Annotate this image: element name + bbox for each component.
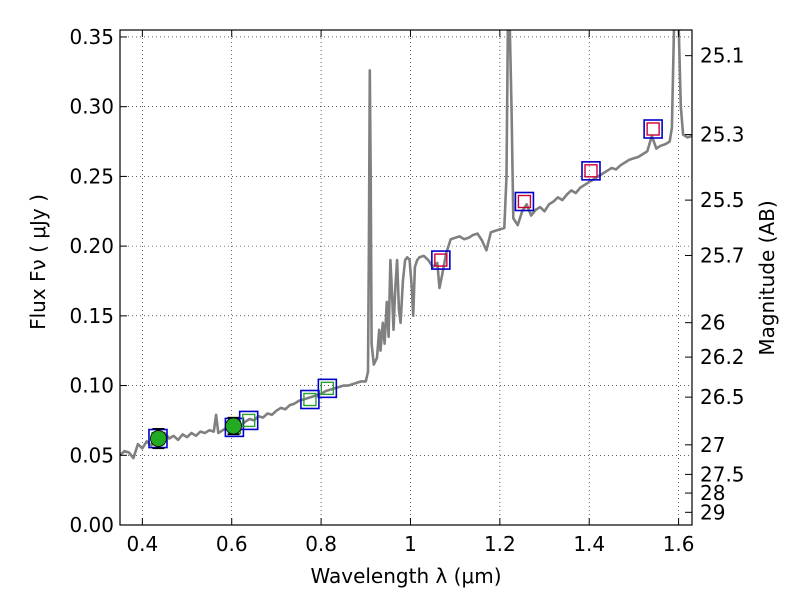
- model-box: [320, 381, 335, 396]
- model-box: [434, 253, 448, 267]
- y-tick-label: 0.30: [69, 95, 114, 119]
- photometry-point: [643, 119, 663, 139]
- photometry-point: [317, 378, 338, 399]
- y-tick-label: 0.15: [69, 304, 114, 328]
- y-tick-label: 0.05: [69, 443, 114, 467]
- photometry-box: [317, 378, 338, 399]
- photometry-box: [514, 191, 535, 212]
- y2-tick-label: 26.5: [700, 385, 745, 409]
- y-tick-label: 0.00: [69, 513, 114, 537]
- photometry-box: [643, 119, 663, 139]
- y-tick-label: 0.25: [69, 164, 114, 188]
- x-tick-label: 0.6: [216, 532, 248, 556]
- y-tick-label: 0.20: [69, 234, 114, 258]
- y2-axis-label: Magnitude (AB): [755, 200, 779, 355]
- y2-tick-label: 25.5: [700, 188, 745, 212]
- measured-dot: [225, 417, 242, 435]
- measured-point: [150, 427, 167, 450]
- x-tick-label: 1.2: [484, 532, 516, 556]
- photometry-point: [300, 389, 320, 410]
- x-tick-label: 1: [404, 532, 417, 556]
- y2-tick-label: 27.5: [700, 462, 745, 486]
- plot-frame: [119, 29, 693, 526]
- y-axis-label: Flux Fν ( μJy ): [26, 194, 50, 330]
- y2-tick-label: 26.2: [700, 345, 745, 369]
- y2-tick-label: 27: [700, 433, 725, 457]
- points-layer: [148, 119, 663, 450]
- x-tick-label: 0.4: [126, 532, 158, 556]
- y2-tick-label: 26: [700, 311, 725, 335]
- y2-tick-label: 28: [700, 481, 725, 505]
- y2-tick-label: 25.7: [700, 243, 745, 267]
- model-box: [584, 164, 598, 178]
- ticks-layer: 0.4 0.6 0.8 1 1.2 1.4 1.6 0.00 0.05 0.10 0.15 0.20 0…: [69, 25, 744, 556]
- y2-tick-label: 25.1: [700, 44, 745, 68]
- x-tick-label: 0.8: [305, 532, 337, 556]
- y-tick-label: 0.35: [69, 25, 114, 49]
- model-box: [241, 413, 256, 428]
- photometry-box: [300, 389, 320, 410]
- x-tick-label: 1.6: [663, 532, 695, 556]
- photometry-point: [514, 191, 535, 212]
- photometry-point: [431, 250, 451, 270]
- x-axis-label: Wavelength λ (μm): [310, 564, 501, 588]
- model-box: [517, 194, 532, 209]
- photometry-box: [431, 250, 451, 270]
- y2-tick-label: 29: [700, 500, 725, 524]
- y2-tick-label: 25.3: [700, 123, 745, 147]
- photometry-box: [581, 161, 601, 181]
- photometry-point: [581, 161, 601, 181]
- y-tick-label: 0.10: [69, 374, 114, 398]
- measured-point: [225, 416, 242, 436]
- model-box: [303, 392, 317, 407]
- measured-dot: [150, 430, 167, 447]
- model-box: [646, 122, 660, 136]
- x-tick-label: 1.4: [573, 532, 605, 556]
